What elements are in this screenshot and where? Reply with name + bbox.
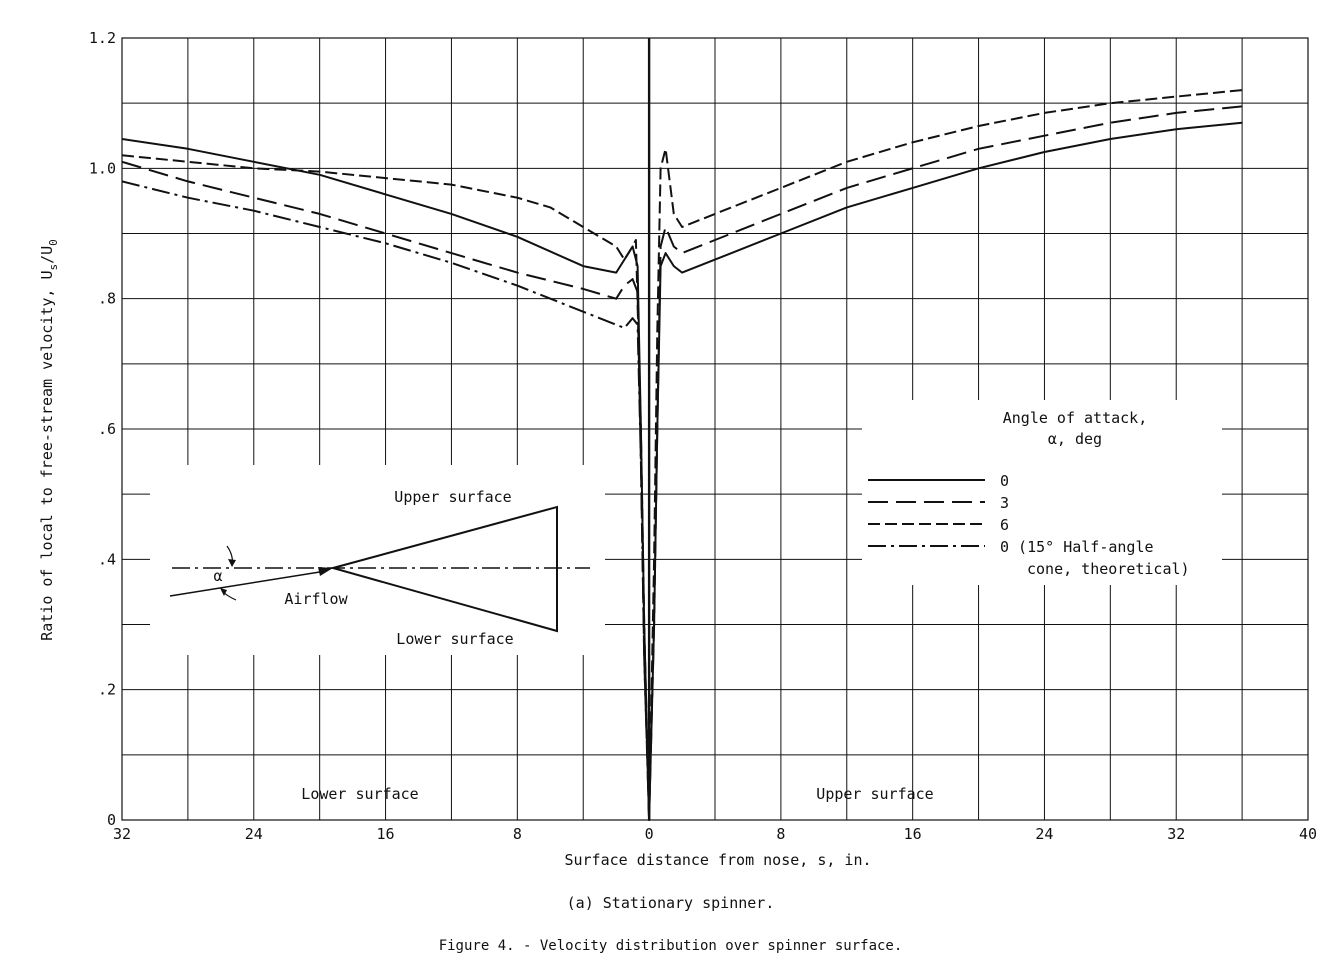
- inset-background: [150, 465, 605, 655]
- legend-label-3: 3: [1000, 494, 1009, 512]
- x-tick-label-4: 0: [645, 825, 654, 843]
- x-axis-label: Surface distance from nose, s, in.: [564, 851, 871, 869]
- y-axis-label-main: Ratio of local to free-stream velocity, …: [38, 271, 56, 641]
- tick-labels: 32 24 16 8 0 8 16 24 32 40 0 .2 .4 .6 .8 1.0 1.2: [89, 29, 1317, 843]
- x-tick-label-8: 32: [1167, 825, 1185, 843]
- legend-label-0: 0: [1000, 472, 1009, 490]
- y-tick-label-0: 0: [107, 811, 116, 829]
- region-label-upper: Upper surface: [816, 785, 933, 803]
- inset-lower-surface-label: Lower surface: [396, 630, 513, 648]
- y-axis-label-sub: s: [47, 264, 60, 271]
- y-axis-label-slash: /U: [38, 246, 56, 264]
- y-tick-label-3: .6: [98, 420, 116, 438]
- sub-caption: (a) Stationary spinner.: [566, 894, 775, 912]
- x-tick-label-6: 16: [904, 825, 922, 843]
- region-label-lower: Lower surface: [301, 785, 418, 803]
- x-tick-label-0: 32: [113, 825, 131, 843]
- alpha-arrowhead-bottom: [220, 588, 227, 596]
- x-tick-label-7: 24: [1035, 825, 1053, 843]
- y-axis-label-sub2: 0: [47, 239, 60, 246]
- y-tick-label-6: 1.2: [89, 29, 116, 47]
- y-tick-label-1: .2: [98, 681, 116, 699]
- legend-label-theoretical-line2: cone, theoretical): [1027, 560, 1190, 578]
- airflow-label: Airflow: [284, 590, 348, 608]
- cone-diagram-inset: α Upper surface Lower surface Airflow: [150, 465, 605, 655]
- inset-upper-surface-label: Upper surface: [394, 488, 511, 506]
- figure-caption: Figure 4. - Velocity distribution over s…: [438, 938, 903, 954]
- legend-background: [862, 400, 1222, 585]
- y-tick-label-5: 1.0: [89, 159, 116, 177]
- series-line-3: [121, 180, 651, 821]
- airflow-arrow: [169, 570, 327, 597]
- cone-outline: [329, 505, 558, 633]
- x-tick-label-5: 8: [776, 825, 785, 843]
- alpha-arrowhead-top: [228, 559, 236, 567]
- legend-label-theoretical: 0 (15° Half-angle: [1000, 538, 1154, 556]
- plot-frame: [121, 37, 1309, 821]
- x-tick-label-1: 24: [245, 825, 263, 843]
- legend-title-line2: α, deg: [1048, 430, 1102, 448]
- y-tick-label-2: .4: [98, 550, 116, 568]
- series-lines: [121, 89, 1243, 821]
- legend-label-6: 6: [1000, 516, 1009, 534]
- x-tick-label-2: 16: [377, 825, 395, 843]
- y-tick-label-4: .8: [98, 290, 116, 308]
- legend-title-line1: Angle of attack,: [1003, 409, 1148, 427]
- airflow-arrowhead: [318, 567, 333, 576]
- y-axis-label: Ratio of local to free-stream velocity, …: [38, 239, 60, 641]
- x-tick-label-9: 40: [1299, 825, 1317, 843]
- alpha-symbol: α: [213, 567, 222, 585]
- x-tick-label-3: 8: [513, 825, 522, 843]
- legend: Angle of attack, α, deg 0 3 6 0 (15° Hal…: [862, 400, 1222, 585]
